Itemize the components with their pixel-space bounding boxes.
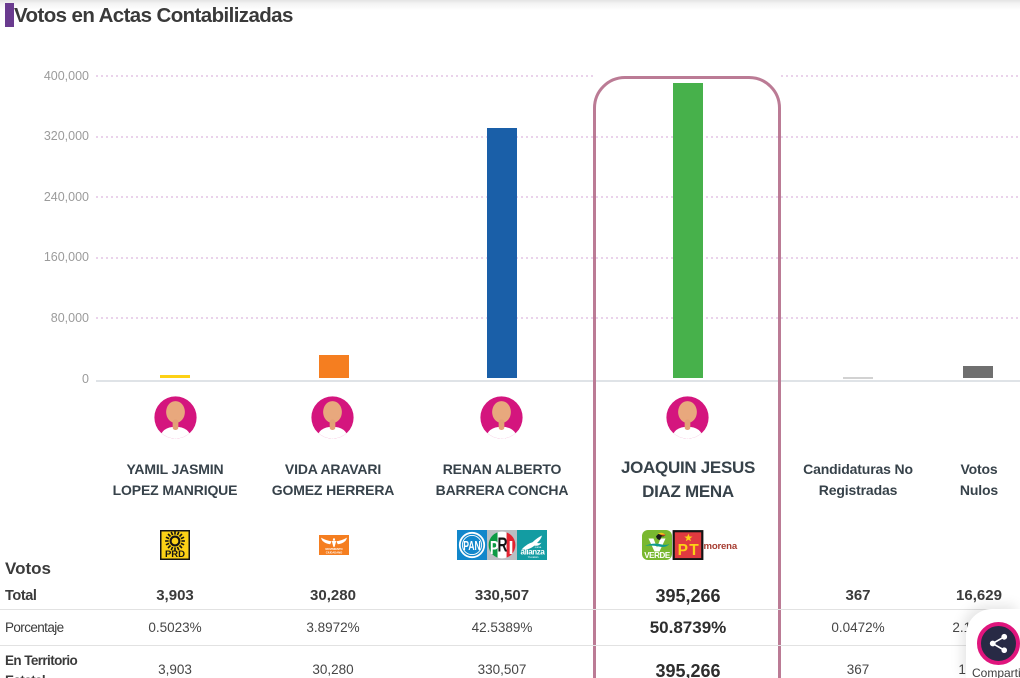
svg-text:MOVIMIENTO: MOVIMIENTO: [325, 547, 342, 551]
svg-text:P: P: [490, 538, 499, 558]
svg-text:CIUDADANO: CIUDADANO: [326, 550, 342, 554]
svg-text:P: P: [678, 542, 688, 559]
svg-text:VERDE: VERDE: [644, 551, 671, 560]
svg-text:R: R: [498, 535, 508, 557]
svg-text:Yucatán: Yucatán: [528, 555, 539, 559]
svg-text:nueva: nueva: [535, 546, 542, 549]
svg-text:T: T: [689, 542, 699, 559]
svg-text:morena: morena: [704, 541, 738, 552]
svg-text:I: I: [509, 538, 514, 558]
svg-text:PAN: PAN: [463, 538, 481, 553]
svg-text:PRD: PRD: [165, 549, 185, 560]
svg-text:alianza: alianza: [521, 548, 546, 557]
